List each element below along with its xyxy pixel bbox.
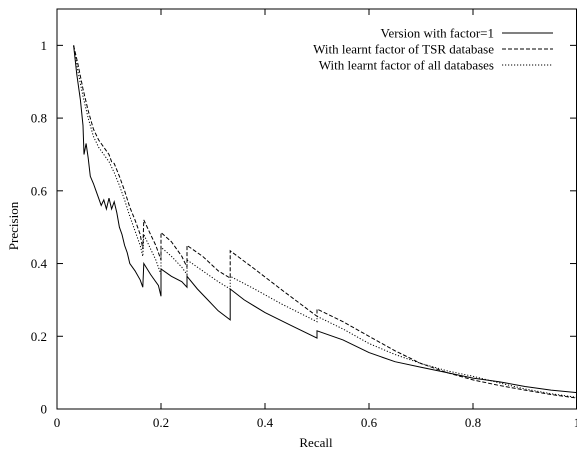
x-axis-label: Recall — [299, 435, 333, 450]
y-axis-label: Precision — [6, 201, 21, 250]
series-line-1 — [73, 45, 577, 394]
x-axis-ticks: 0 0.2 0.4 0.6 0.8 1 — [54, 9, 577, 430]
series-layer — [73, 45, 577, 399]
x-tick-label: 0.6 — [361, 415, 378, 430]
y-tick-label: 0.8 — [31, 111, 47, 126]
x-tick-label: 0 — [54, 415, 61, 430]
x-tick-label: 0.2 — [153, 415, 169, 430]
x-tick-label: 0.4 — [257, 415, 274, 430]
y-tick-label: 0 — [41, 402, 48, 417]
legend-label-1: Version with factor=1 — [381, 26, 494, 41]
x-tick-label: 0.8 — [465, 415, 481, 430]
x-tick-label: 1 — [574, 415, 577, 430]
series-line-2 — [73, 45, 577, 399]
y-tick-label: 0.2 — [31, 329, 47, 344]
y-tick-label: 0.4 — [31, 256, 48, 271]
y-tick-label: 1 — [41, 38, 48, 53]
legend-label-2: With learnt factor of TSR database — [313, 42, 494, 57]
legend-label-3: With learnt factor of all databases — [319, 58, 494, 73]
y-axis-ticks: 0 0.2 0.4 0.6 0.8 1 — [31, 38, 576, 417]
y-tick-label: 0.6 — [31, 183, 48, 198]
